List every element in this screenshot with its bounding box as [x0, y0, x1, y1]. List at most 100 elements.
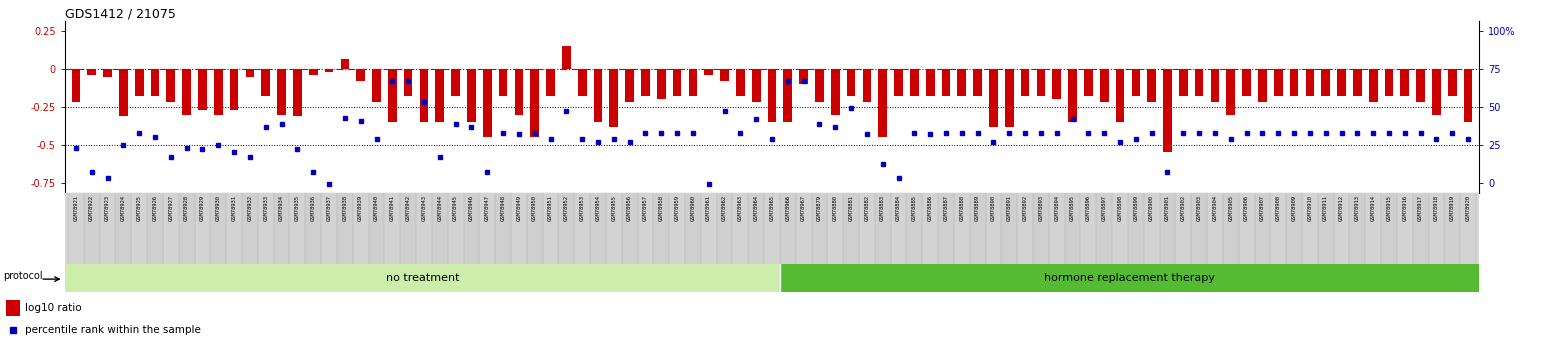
Bar	[1129, 193, 1144, 264]
Bar	[909, 69, 919, 96]
Bar	[736, 69, 744, 96]
Bar	[210, 193, 227, 264]
Text: GSM78883: GSM78883	[880, 195, 885, 221]
Text: GSM78946: GSM78946	[469, 195, 474, 221]
Bar	[448, 193, 463, 264]
Bar	[701, 193, 716, 264]
Bar	[641, 69, 650, 96]
Text: no treatment: no treatment	[386, 273, 459, 283]
Bar	[638, 193, 653, 264]
Text: GSM78913: GSM78913	[1354, 195, 1360, 221]
Text: GSM78926: GSM78926	[153, 195, 157, 221]
Bar	[1349, 193, 1365, 264]
Bar	[479, 193, 496, 264]
Bar	[1413, 193, 1428, 264]
Text: GSM78953: GSM78953	[579, 195, 585, 221]
Text: GSM78924: GSM78924	[120, 195, 127, 221]
Bar	[653, 193, 669, 264]
Bar	[795, 193, 812, 264]
Bar	[369, 193, 384, 264]
Bar	[1370, 69, 1377, 102]
Text: GSM78921: GSM78921	[74, 195, 79, 221]
Bar	[273, 193, 289, 264]
Text: GSM78938: GSM78938	[343, 195, 347, 221]
Text: GSM78901: GSM78901	[1166, 195, 1170, 221]
Bar	[384, 193, 400, 264]
Bar	[812, 193, 828, 264]
Text: GSM78889: GSM78889	[976, 195, 980, 221]
Text: protocol: protocol	[3, 272, 43, 281]
Bar	[1021, 69, 1030, 96]
Bar	[843, 193, 858, 264]
Text: GSM78879: GSM78879	[817, 195, 821, 221]
Bar	[846, 69, 855, 96]
Bar	[926, 69, 934, 96]
Bar	[858, 193, 875, 264]
Text: GSM78904: GSM78904	[1212, 195, 1218, 221]
Bar	[372, 69, 381, 102]
Text: GSM78963: GSM78963	[738, 195, 743, 221]
Text: GSM78886: GSM78886	[928, 195, 933, 221]
Text: GSM78944: GSM78944	[437, 195, 442, 221]
Text: GSM78903: GSM78903	[1197, 195, 1201, 221]
Text: GSM78943: GSM78943	[422, 195, 426, 221]
Bar	[1207, 193, 1223, 264]
Bar	[1464, 69, 1473, 122]
Bar	[1274, 69, 1283, 96]
Text: GSM78885: GSM78885	[913, 195, 917, 221]
Text: GSM78887: GSM78887	[943, 195, 948, 221]
Bar	[1258, 69, 1266, 102]
Bar	[1416, 69, 1425, 102]
Bar	[1226, 69, 1235, 115]
Bar	[669, 193, 686, 264]
Text: GSM78881: GSM78881	[849, 195, 854, 221]
Bar	[1081, 193, 1096, 264]
Bar	[289, 193, 306, 264]
Text: GSM78909: GSM78909	[1292, 195, 1297, 221]
Bar	[1306, 69, 1314, 96]
Bar	[499, 69, 508, 96]
Text: GSM78898: GSM78898	[1118, 195, 1122, 221]
Bar	[527, 193, 542, 264]
Bar	[625, 69, 635, 102]
Text: GSM78940: GSM78940	[374, 195, 378, 221]
Text: GSM78896: GSM78896	[1085, 195, 1092, 221]
Bar	[957, 69, 967, 96]
Bar	[780, 264, 1479, 292]
Bar	[71, 69, 80, 102]
Bar	[1223, 193, 1238, 264]
Text: GSM78941: GSM78941	[389, 195, 395, 221]
Text: GSM78936: GSM78936	[310, 195, 315, 221]
Text: GSM78932: GSM78932	[247, 195, 252, 221]
Text: GSM78920: GSM78920	[1465, 195, 1470, 221]
Bar	[577, 69, 587, 96]
Text: GSM78947: GSM78947	[485, 195, 489, 221]
Bar	[970, 193, 985, 264]
Text: GSM78965: GSM78965	[769, 195, 775, 221]
Bar	[147, 193, 164, 264]
Bar	[1048, 193, 1065, 264]
Text: GSM78897: GSM78897	[1102, 195, 1107, 221]
Bar	[1084, 69, 1093, 96]
Bar	[167, 69, 174, 102]
Text: GSM78884: GSM78884	[896, 195, 902, 221]
Bar	[942, 69, 951, 96]
Bar	[1238, 193, 1255, 264]
Bar	[593, 69, 602, 122]
Bar	[906, 193, 922, 264]
Bar	[990, 69, 997, 127]
Text: GSM78930: GSM78930	[216, 195, 221, 221]
Text: GSM78942: GSM78942	[406, 195, 411, 221]
Bar	[242, 193, 258, 264]
Bar	[831, 69, 840, 115]
Bar	[891, 193, 906, 264]
Bar	[68, 193, 83, 264]
Bar	[954, 193, 970, 264]
Bar	[6, 299, 20, 316]
Bar	[1068, 69, 1076, 122]
Text: GSM78912: GSM78912	[1339, 195, 1343, 221]
Bar	[88, 69, 96, 75]
Bar	[134, 69, 144, 96]
Text: GSM78900: GSM78900	[1149, 195, 1155, 221]
Bar	[195, 193, 210, 264]
